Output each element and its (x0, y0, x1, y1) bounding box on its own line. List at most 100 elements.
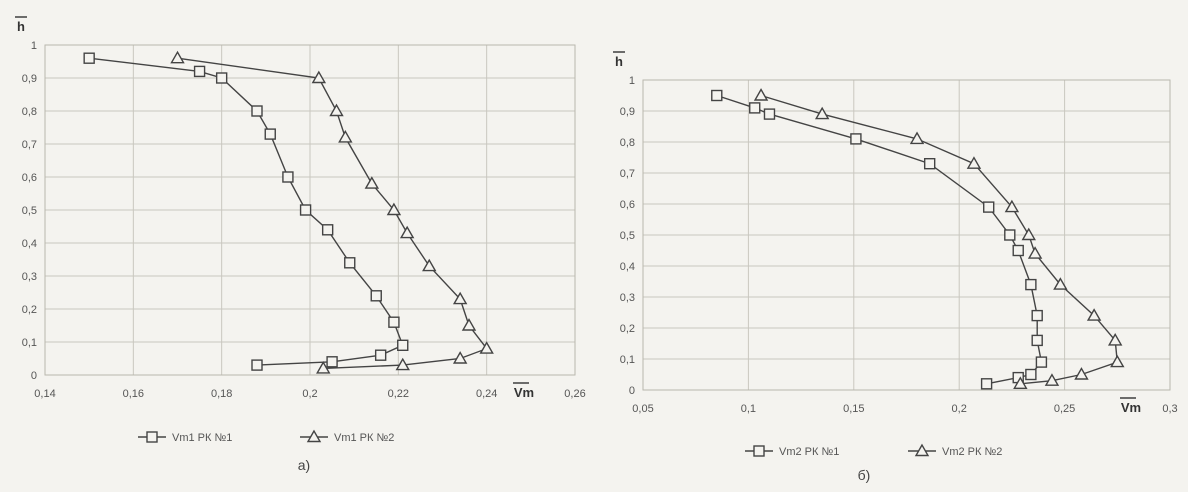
chart-a-x-tick-label: 0,24 (476, 388, 497, 400)
chart-a-y-tick-label: 0,2 (22, 304, 37, 316)
chart-b-y-tick-label: 0,6 (620, 199, 635, 211)
chart-b-y-tick-label: 0,2 (620, 323, 635, 335)
chart-b-series-1-point-3 (1025, 368, 1037, 381)
chart-a-series-1-point-7 (344, 257, 356, 269)
chart-a-series-2-point-6 (452, 291, 468, 305)
chart-b-plot-frame (642, 79, 1171, 391)
chart-a-series-2-point-3 (452, 351, 468, 364)
chart-b-series-1-point-12 (850, 133, 862, 145)
chart-a-series-2-point-7 (422, 258, 437, 272)
chart-b-series-1-point-10 (983, 201, 995, 213)
chart-a-x-axis-label: Vm (514, 385, 534, 400)
chart-b-series-2-point-1 (1013, 376, 1028, 389)
chart-b-legend-marker-2 (914, 443, 930, 457)
chart-b-series-1-point-11 (923, 157, 936, 170)
chart-b-series-1-point-15 (711, 89, 723, 102)
chart-b-y-tick-label: 1 (629, 75, 635, 87)
chart-b-series-2-point-6 (1086, 308, 1102, 321)
chart-b-series-2-point-9 (1021, 227, 1036, 241)
chart-a-series-1-point-9 (299, 204, 312, 216)
chart-b-y-tick-label: 0 (629, 385, 635, 397)
chart-a: 0 0,1 0,2 0,3 0,4 0,5 0,6 0,7 0,8 0,9 1 0,14 0,16 0,1… (15, 16, 586, 473)
chart-b-x-tick-label: 0,15 (843, 403, 864, 415)
chart-b-series-1-point-4 (1035, 356, 1048, 368)
chart-a-y-tick-label: 0,3 (22, 271, 37, 283)
chart-b-y-tick-label: 0,1 (620, 354, 635, 366)
chart-b-series-1-point-7 (1025, 278, 1037, 291)
chart-a-series-1-point-3 (374, 349, 387, 361)
chart-b-series-2-point-5 (1107, 332, 1123, 346)
chart-a-series-1-point-15 (83, 52, 95, 64)
chart-b-y-tick-label: 0,9 (620, 106, 635, 118)
chart-a-caption: а) (298, 457, 310, 473)
chart-a-series-1-point-8 (321, 224, 334, 236)
chart-b-y-tick-label: 0,3 (620, 292, 635, 304)
chart-a-y-tick-label: 0,8 (22, 106, 37, 118)
chart-a-series-1-point-14 (193, 65, 206, 78)
chart-a-series-2-point-5 (461, 318, 477, 331)
chart-b-x-tick-label: 0,3 (1162, 403, 1177, 415)
chart-a-series-2-point-14 (170, 50, 185, 64)
chart-a-y-axis-label: h (17, 19, 25, 34)
chart-a-series-1-point-12 (251, 105, 263, 117)
chart-a-series-1-point-11 (264, 128, 276, 140)
chart-b-series-2-point-4 (1110, 354, 1125, 368)
chart-a-series-2-point-11 (338, 129, 353, 143)
chart-b-series-1-point-5 (1031, 334, 1043, 347)
chart-b-x-axis-label: Vm (1121, 400, 1141, 415)
chart-b-series-2-point-3 (1074, 367, 1089, 380)
chart-a-series-1-point-6 (370, 290, 382, 302)
chart-b-y-tick-label: 0,8 (620, 137, 635, 149)
chart-b-series-2-point-14 (753, 88, 769, 101)
chart-b-series-2-point-8 (1027, 246, 1043, 259)
chart-a-series-2-point-12 (329, 103, 344, 117)
chart-a-series-2-point-1 (316, 360, 331, 374)
chart-b-series-1-point-9 (1004, 229, 1016, 241)
chart-b-legend-marker-1 (753, 445, 765, 457)
chart-b-y-tick-label: 0,5 (620, 230, 635, 242)
chart-a-x-tick-label: 0,26 (564, 388, 585, 400)
chart-b-series-1-point-6 (1031, 309, 1043, 322)
chart-a-series-2-point-4 (479, 341, 494, 354)
chart-a-y-tick-label: 0,4 (22, 238, 37, 250)
chart-a-x-tick-label: 0,14 (34, 388, 55, 400)
chart-a-series-1-point-4 (397, 339, 409, 351)
chart-b-x-tick-label: 0,2 (952, 403, 967, 415)
chart-b: 0 0,1 0,2 0,3 0,4 0,5 0,6 0,7 0,8 0,9 1 0,05 0,1 0,15… (613, 51, 1178, 483)
chart-b-x-tick-label: 0,25 (1054, 403, 1075, 415)
chart-a-legend-label-2: Vm1 РК №2 (334, 432, 394, 444)
chart-b-series-1-point-13 (763, 108, 776, 120)
chart-a-x-tick-label: 0,2 (302, 388, 317, 400)
chart-a-y-tick-label: 0,1 (22, 337, 37, 349)
chart-b-series-1-point-1 (980, 378, 993, 390)
chart-b-x-tick-label: 0,05 (632, 403, 653, 415)
chart-b-series-2-point-7 (1053, 277, 1068, 290)
chart-b-series-2-point-10 (1004, 199, 1020, 213)
chart-a-plot-frame (44, 44, 576, 376)
chart-b-x-tick-label: 0,1 (741, 403, 756, 415)
chart-a-legend-label-1: Vm1 РК №1 (172, 432, 232, 444)
chart-b-y-axis-label: h (615, 54, 623, 69)
chart-b-series-2-point-12 (909, 131, 925, 145)
chart-a-series-2-point-10 (364, 176, 380, 189)
chart-b-y-tick-label: 0,4 (620, 261, 635, 273)
chart-a-x-tick-label: 0,22 (388, 388, 409, 400)
chart-b-legend-label-1: Vm2 РК №1 (779, 446, 839, 458)
chart-a-series-1-point-10 (282, 171, 294, 183)
chart-b-legend-label-2: Vm2 РК №2 (942, 446, 1002, 458)
chart-b-y-tick-label: 0,7 (620, 168, 635, 180)
chart-a-series-1-point-2 (326, 356, 338, 368)
chart-b-caption: б) (858, 467, 871, 483)
chart-b-series-2-point-11 (966, 156, 982, 169)
chart-b-series-1-point-8 (1012, 244, 1024, 257)
chart-a-series-2-point-9 (386, 202, 402, 216)
chart-a-legend-marker-2 (306, 429, 322, 443)
chart-b-series-2-line (760, 94, 1119, 385)
chart-b-series-2-point-2 (1044, 373, 1060, 386)
chart-a-series-1-point-1 (251, 359, 263, 371)
chart-a-y-tick-label: 0,6 (22, 172, 37, 184)
chart-a-y-tick-label: 1 (31, 40, 37, 52)
chart-a-series-2-point-8 (399, 225, 415, 239)
chart-a-x-tick-label: 0,16 (123, 388, 144, 400)
